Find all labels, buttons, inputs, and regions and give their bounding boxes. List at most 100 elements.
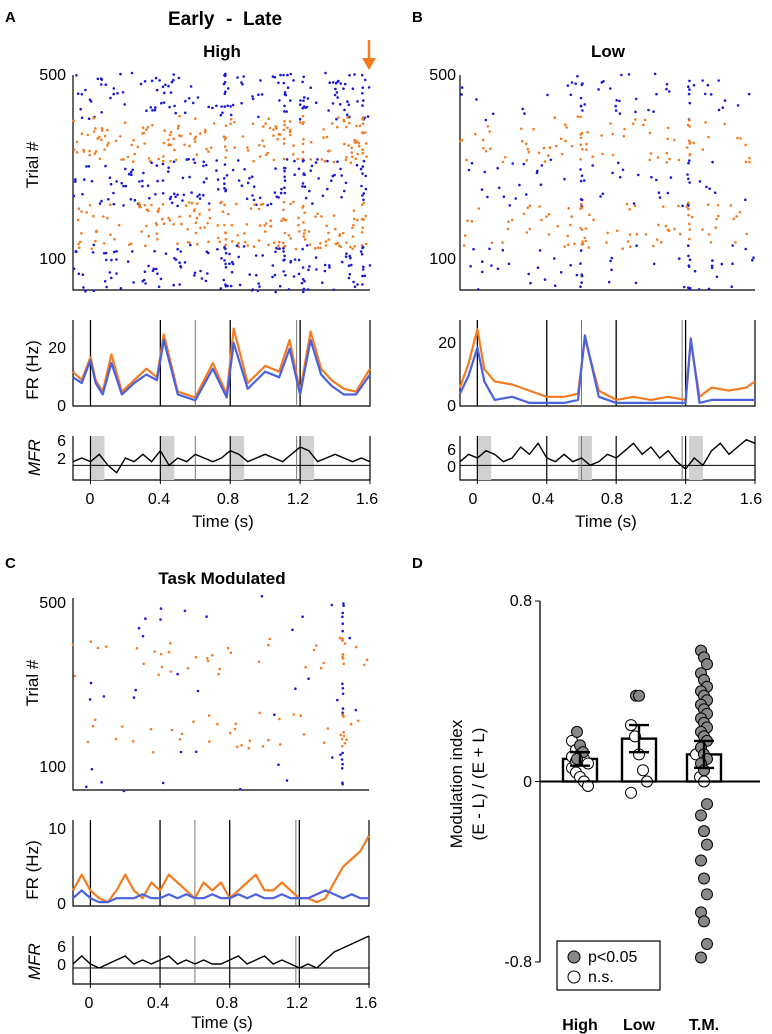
- b-raster-spike: [601, 192, 605, 196]
- a-fr-ytick-20: 20: [48, 340, 66, 357]
- d-category-low: Low: [623, 1017, 656, 1034]
- a-raster-spike: [146, 184, 150, 187]
- b-raster-axes: [459, 75, 755, 291]
- b-raster-spike: [627, 73, 631, 76]
- a-raster-spike-column: [302, 99, 305, 102]
- c-raster-spike: [216, 722, 219, 726]
- b-raster-spike-column: [581, 206, 584, 209]
- c-raster-spike-column: [341, 615, 344, 619]
- a-raster-spike: [347, 276, 351, 280]
- a-raster-spike: [161, 192, 165, 195]
- a-raster-spike: [261, 202, 265, 206]
- a-raster-spike: [81, 273, 85, 277]
- a-raster-spike: [105, 285, 108, 289]
- a-raster-spike-column: [362, 159, 366, 163]
- b-raster-spike: [532, 127, 535, 131]
- a-raster-spike: [182, 193, 186, 197]
- a-raster-spike: [246, 146, 249, 149]
- a-raster-spike: [343, 142, 346, 146]
- b-raster-spike: [655, 92, 658, 96]
- c-xtick-0: 0: [85, 995, 94, 1012]
- a-raster-spike-column: [282, 200, 286, 204]
- a-raster-spike: [266, 203, 270, 207]
- a-raster-spike-column: [303, 96, 306, 99]
- a-raster-spike-column: [224, 247, 227, 251]
- c-raster-spike: [153, 650, 156, 653]
- a-raster-spike: [138, 205, 141, 208]
- d-ytick-0: 0: [523, 774, 532, 791]
- a-raster-spike: [221, 111, 224, 115]
- c-raster-axes: [72, 598, 369, 791]
- c-raster-spike: [170, 728, 174, 732]
- a-raster-spike: [316, 246, 320, 249]
- a-raster-spike: [351, 247, 354, 251]
- a-raster-spike: [149, 106, 152, 109]
- a-raster-spike: [91, 251, 95, 254]
- a-raster-spike-column: [361, 92, 364, 95]
- b-raster-spike: [734, 241, 737, 244]
- b-raster-spike: [610, 268, 613, 272]
- a-raster-spike: [104, 83, 108, 86]
- a-raster-spike: [119, 72, 122, 76]
- a-raster-spike: [115, 272, 118, 275]
- b-raster-spike-column: [579, 179, 583, 183]
- a-raster-spike: [82, 286, 85, 289]
- b-raster-spike: [460, 138, 464, 142]
- b-raster-spike-column: [687, 85, 690, 88]
- b-raster-spike: [462, 244, 466, 247]
- a-raster-spike: [202, 164, 205, 168]
- a-raster-spike-column: [361, 246, 364, 250]
- c-raster-spike: [192, 720, 195, 723]
- panel-a-title: High: [203, 42, 241, 61]
- c-fr-ytick-10: 10: [48, 821, 66, 838]
- a-raster-spike: [156, 209, 160, 213]
- a-raster-spike: [176, 242, 179, 245]
- a-raster-spike: [222, 278, 225, 282]
- c-raster-spike: [102, 695, 106, 698]
- c-raster-spike-column: [341, 711, 344, 714]
- b-raster-spike: [637, 173, 640, 177]
- d-point-filled-T.M.: [698, 915, 710, 928]
- a-raster-spike: [188, 144, 191, 148]
- b-raster-spike: [496, 267, 500, 271]
- a-raster-spike: [211, 106, 214, 110]
- a-raster-spike: [332, 160, 336, 164]
- a-raster-spike: [231, 262, 235, 266]
- a-raster-spike: [127, 172, 131, 176]
- b-raster-spike: [599, 195, 602, 198]
- a-raster-spike: [161, 159, 165, 163]
- b-raster-spike-column: [579, 143, 583, 147]
- a-raster-spike-column: [361, 268, 365, 271]
- a-raster-spike: [87, 117, 91, 120]
- a-raster-spike: [339, 167, 342, 171]
- a-raster-spike: [324, 71, 327, 75]
- a-raster-spike-column: [282, 73, 285, 77]
- a-raster-spike: [156, 179, 159, 183]
- a-raster-spike: [258, 224, 262, 227]
- b-raster-spike: [744, 247, 747, 251]
- b-raster-spike: [634, 118, 637, 121]
- a-raster-spike: [172, 137, 176, 141]
- b-raster-spike: [664, 224, 668, 228]
- a-raster-spike: [272, 128, 275, 131]
- d-ytick-0.8: 0.8: [510, 593, 532, 610]
- c-raster-spike: [285, 779, 289, 782]
- a-raster-spike: [272, 134, 275, 137]
- a-raster-spike: [118, 135, 122, 138]
- a-raster-spike: [352, 223, 355, 227]
- b-raster-spike-column: [687, 254, 690, 258]
- a-raster-spike: [184, 204, 188, 207]
- b-raster-spike: [570, 215, 574, 218]
- c-raster-spike: [277, 763, 280, 766]
- a-raster-spike: [129, 170, 133, 174]
- b-raster-spike: [667, 229, 671, 232]
- a-raster-spike: [246, 181, 250, 185]
- c-raster-spike: [304, 665, 307, 669]
- b-raster-spike: [543, 278, 547, 281]
- b-raster-spike-column: [687, 161, 690, 165]
- a-raster-spike-column: [361, 104, 364, 107]
- c-raster-spike: [89, 681, 93, 685]
- a-raster-spike: [368, 264, 372, 267]
- c-raster-spike: [114, 737, 118, 741]
- b-raster-spike: [648, 158, 651, 162]
